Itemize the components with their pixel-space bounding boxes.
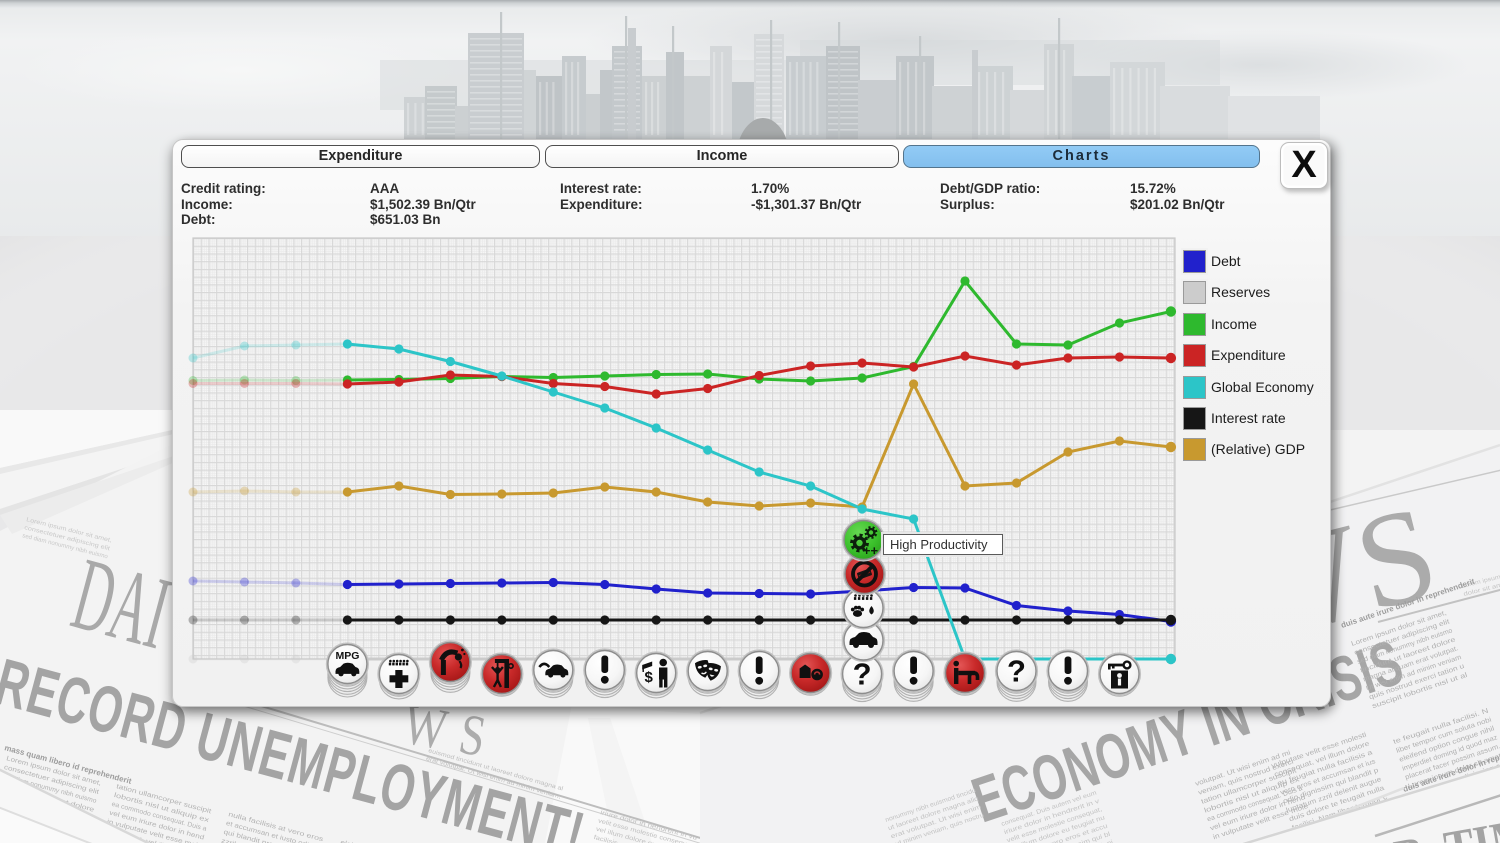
svg-text:MPG: MPG: [335, 650, 359, 662]
svg-text:++: ++: [863, 543, 879, 558]
svg-text:?: ?: [1007, 654, 1026, 689]
svg-text:$: $: [645, 669, 654, 686]
svg-text:?: ?: [853, 657, 872, 692]
